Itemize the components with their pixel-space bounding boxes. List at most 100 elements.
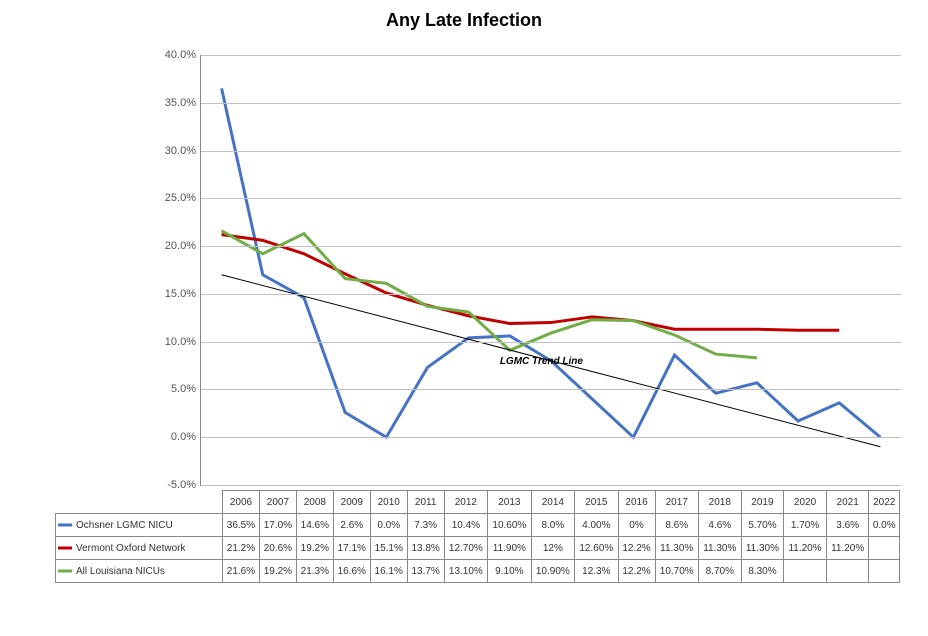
y-axis-label: 35.0% (146, 97, 201, 109)
series-name: Vermont Oxford Network (76, 543, 185, 554)
data-cell: 21.6% (223, 560, 260, 583)
chart-svg: LGMC Trend Line (201, 55, 901, 485)
data-cell: 11.30% (698, 537, 741, 560)
year-header: 2006 (223, 491, 260, 514)
data-cell: 7.3% (407, 514, 444, 537)
data-cell: 16.6% (333, 560, 370, 583)
y-axis-label: 10.0% (146, 336, 201, 348)
grid-line (201, 342, 901, 343)
year-header: 2021 (826, 491, 869, 514)
data-cell: 10.60% (488, 514, 531, 537)
year-header: 2020 (784, 491, 827, 514)
data-cell: 12.60% (575, 537, 618, 560)
year-header: 2013 (488, 491, 531, 514)
y-axis-label: 30.0% (146, 145, 201, 157)
grid-line (201, 437, 901, 438)
year-header: 2007 (259, 491, 296, 514)
data-cell: 11.30% (741, 537, 784, 560)
grid-line (201, 198, 901, 199)
y-axis-label: 25.0% (146, 192, 201, 204)
y-axis-label: 5.0% (146, 383, 201, 395)
year-header: 2011 (407, 491, 444, 514)
y-axis-label: 20.0% (146, 240, 201, 252)
series-name: Ochsner LGMC NICU (76, 520, 173, 531)
data-cell: 16.1% (370, 560, 407, 583)
data-cell: 11.20% (826, 537, 869, 560)
data-cell: 4.6% (698, 514, 741, 537)
data-cell: 19.2% (296, 537, 333, 560)
series-label: Ochsner LGMC NICU (56, 514, 223, 537)
data-cell: 8.70% (698, 560, 741, 583)
data-cell: 2.6% (333, 514, 370, 537)
data-cell: 4.00% (575, 514, 618, 537)
series-label: Vermont Oxford Network (56, 537, 223, 560)
data-cell: 20.6% (259, 537, 296, 560)
data-cell: 11.20% (784, 537, 827, 560)
grid-line (201, 389, 901, 390)
chart-title: Any Late Infection (0, 0, 928, 31)
data-cell: 12.2% (618, 537, 655, 560)
series-line (222, 235, 840, 331)
data-cell: 0% (618, 514, 655, 537)
data-cell: 8.0% (531, 514, 574, 537)
data-cell: 11.90% (488, 537, 531, 560)
data-cell: 3.6% (826, 514, 869, 537)
data-cell: 17.0% (259, 514, 296, 537)
table-row: All Louisiana NICUs21.6%19.2%21.3%16.6%1… (56, 560, 900, 583)
data-cell: 10.90% (531, 560, 574, 583)
year-header: 2022 (869, 491, 900, 514)
y-axis-label: 15.0% (146, 288, 201, 300)
data-cell: 13.7% (407, 560, 444, 583)
plot-area: LGMC Trend Line -5.0%0.0%5.0%10.0%15.0%2… (200, 55, 901, 486)
data-cell: 13.10% (444, 560, 487, 583)
table-header-row: 2006200720082009201020112012201320142015… (56, 491, 900, 514)
year-header: 2017 (655, 491, 698, 514)
data-cell: 8.6% (655, 514, 698, 537)
data-cell: 9.10% (488, 560, 531, 583)
year-header: 2019 (741, 491, 784, 514)
table-row: Ochsner LGMC NICU36.5%17.0%14.6%2.6%0.0%… (56, 514, 900, 537)
table-corner-cell (56, 491, 223, 514)
data-cell: 12.3% (575, 560, 618, 583)
data-cell: 21.3% (296, 560, 333, 583)
year-header: 2016 (618, 491, 655, 514)
grid-line (201, 294, 901, 295)
trend-label: LGMC Trend Line (500, 356, 584, 367)
data-cell: 13.8% (407, 537, 444, 560)
data-cell: 21.2% (223, 537, 260, 560)
data-cell (784, 560, 827, 583)
legend-line-icon (58, 524, 72, 527)
data-cell: 8.30% (741, 560, 784, 583)
data-cell (869, 537, 900, 560)
data-cell: 11.30% (655, 537, 698, 560)
data-table: 2006200720082009201020112012201320142015… (55, 490, 900, 583)
data-cell (826, 560, 869, 583)
data-cell: 12.70% (444, 537, 487, 560)
y-axis-label: 0.0% (146, 431, 201, 443)
legend-line-icon (58, 570, 72, 573)
grid-line (201, 485, 901, 486)
year-header: 2008 (296, 491, 333, 514)
legend-line-icon (58, 547, 72, 550)
y-axis-label: 40.0% (146, 49, 201, 61)
grid-line (201, 103, 901, 104)
year-header: 2015 (575, 491, 618, 514)
data-cell: 1.70% (784, 514, 827, 537)
data-cell (869, 560, 900, 583)
year-header: 2009 (333, 491, 370, 514)
data-cell: 12% (531, 537, 574, 560)
data-cell: 10.4% (444, 514, 487, 537)
series-label: All Louisiana NICUs (56, 560, 223, 583)
data-cell: 10.70% (655, 560, 698, 583)
table-row: Vermont Oxford Network21.2%20.6%19.2%17.… (56, 537, 900, 560)
chart-container: Any Late Infection LGMC Trend Line -5.0%… (0, 0, 928, 636)
grid-line (201, 246, 901, 247)
year-header: 2014 (531, 491, 574, 514)
year-header: 2018 (698, 491, 741, 514)
data-cell: 36.5% (223, 514, 260, 537)
data-cell: 0.0% (370, 514, 407, 537)
year-header: 2012 (444, 491, 487, 514)
grid-line (201, 151, 901, 152)
data-cell: 15.1% (370, 537, 407, 560)
grid-line (201, 55, 901, 56)
